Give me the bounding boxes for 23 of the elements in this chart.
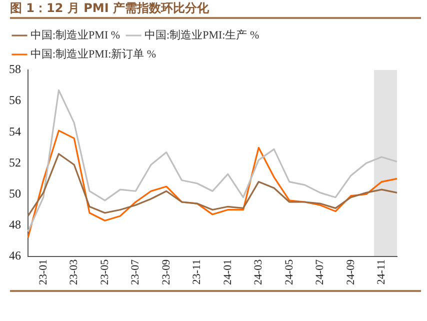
- x-tick-label: 24-01: [222, 259, 234, 286]
- x-tick-label: 23-03: [68, 258, 80, 286]
- x-tick-label: 24-05: [283, 258, 296, 286]
- x-tick-label: 23-11: [191, 259, 204, 285]
- x-tick-label: 23-07: [130, 258, 142, 286]
- y-tick-label: 48: [9, 217, 21, 232]
- x-tick-label: 24-03: [252, 258, 265, 286]
- y-tick-label: 54: [9, 124, 21, 138]
- y-tick-label: 52: [9, 155, 21, 170]
- legend-label: 中国:制造业PMI:生产 %: [144, 28, 260, 42]
- x-tick-label: 23-01: [37, 259, 50, 286]
- chart-title: 图 1：12 月 PMI 产需指数环比分化: [10, 0, 209, 17]
- x-tick-label: 23-05: [98, 258, 111, 286]
- x-tick-label: 24-09: [344, 258, 357, 286]
- legend-label: 中国:制造业PMI %: [30, 28, 120, 42]
- x-tick-label: 24-11: [376, 259, 388, 285]
- y-tick-label: 58: [9, 62, 21, 76]
- legend-label: 中国:制造业PMI:新订单 %: [30, 47, 156, 60]
- x-tick-label: 24-07: [314, 258, 326, 286]
- y-tick-label: 46: [9, 248, 21, 262]
- y-tick-label: 50: [9, 186, 21, 200]
- x-tick-label: 23-09: [160, 258, 172, 286]
- y-tick-label: 56: [9, 93, 21, 108]
